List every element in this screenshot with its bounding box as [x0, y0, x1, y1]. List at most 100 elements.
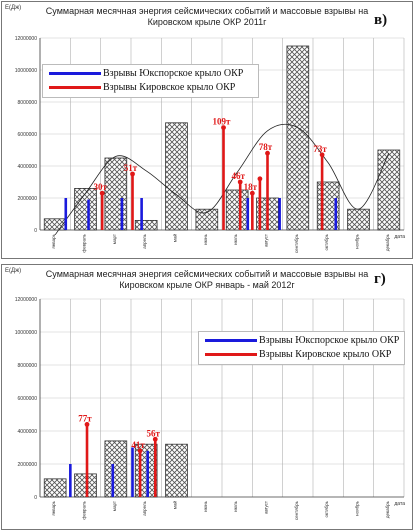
bar-февраль [74, 473, 97, 498]
blast-kirov-label: 51т [124, 163, 138, 173]
blast-kirov-point [319, 152, 325, 158]
x-tick-label: июль [233, 500, 238, 511]
blast-kirov-point [249, 190, 255, 196]
legend-swatch-blue [205, 339, 257, 343]
panel-letter: г) [374, 271, 386, 287]
blast-kirov-label: 78т [259, 142, 273, 152]
y-tick-label: 4000000 [18, 164, 38, 170]
bar-июль [225, 189, 249, 231]
bar-декабрь [377, 149, 401, 231]
legend-item-kirov: Взрывы Кировское крыло ОКР [49, 82, 235, 94]
legend-label: Взрывы Кировское крыло ОКР [259, 349, 392, 361]
blast-kirov-point [130, 171, 135, 177]
blast-kirov-label: 41т [131, 440, 145, 450]
chart-panel-2012: Е(Дж) Суммарная месячная энергия сейсмич… [1, 264, 413, 530]
x-tick-label: ноябрь [355, 500, 360, 516]
y-tick-label: 6000000 [18, 132, 38, 138]
bar-май [165, 122, 188, 231]
y-tick-label: 12000000 [15, 36, 37, 42]
x-axis-unit: дата [394, 501, 405, 507]
x-tick-label: июль [233, 233, 238, 244]
x-tick-label: апрель [142, 233, 147, 248]
x-tick-label: март [112, 501, 117, 511]
x-tick-label: июнь [203, 500, 208, 511]
bar-февраль [74, 187, 97, 231]
blast-kirov-point [265, 150, 270, 156]
bar-ноябрь [347, 208, 370, 231]
chart-title: Суммарная месячная энергия сейсмических … [42, 269, 372, 291]
x-tick-label: декабрь [385, 500, 390, 518]
bar-май [165, 443, 188, 498]
x-tick-label: октябрь [324, 233, 329, 250]
y-tick-label: 10000000 [15, 68, 37, 74]
y-tick-label: 4000000 [18, 429, 38, 435]
x-tick-label: июнь [203, 233, 208, 244]
y-tick-label: 2000000 [18, 196, 38, 202]
blast-kirov-label: 18т [244, 182, 258, 192]
x-tick-label: март [112, 234, 117, 244]
blast-kirov-point [221, 125, 226, 130]
x-tick-label: сентябрь [294, 233, 299, 253]
legend-label: Взрывы Юкспорское крыло ОКР [103, 68, 244, 80]
y-tick-label: 12000000 [15, 297, 37, 303]
blast-kirov-label: 73т [313, 144, 327, 154]
x-tick-label: февраль [82, 233, 87, 252]
y-tick-label: 0 [34, 495, 37, 501]
blast-kirov-point [257, 176, 263, 182]
y-tick-label: 6000000 [18, 396, 38, 402]
x-tick-label: январь [51, 233, 56, 248]
legend-swatch-blue [49, 72, 101, 76]
blast-kirov-label: 109т [213, 117, 232, 127]
bar-март [104, 440, 128, 498]
blast-kirov-label: 77т [78, 413, 92, 423]
x-tick-label: февраль [82, 500, 87, 519]
x-tick-label: август [264, 501, 269, 514]
bar-сентябрь [286, 45, 310, 231]
blast-kirov-point [137, 448, 143, 454]
x-tick-label: январь [51, 500, 56, 515]
chart-title-line1: Суммарная месячная энергия сейсмических … [45, 6, 369, 16]
legend-swatch-red [49, 86, 101, 90]
chart-title-line2: Кировском крыле ОКР январь - май 2012г [119, 280, 295, 290]
chart-plot-2012: 0 2000000 4000000 6000000 8000000 10000000 120… [15, 297, 405, 520]
x-tick-label: ноябрь [355, 233, 360, 249]
legend-item-moscow: Взрывы Юкспорское крыло ОКР [49, 68, 243, 80]
x-tick-label: май [172, 501, 178, 510]
legend: Взрывы Юкспорское крыло ОКР Взрывы Киров… [42, 64, 259, 98]
x-tick-label: август [264, 234, 269, 247]
y-axis-label: Е(Дж) [5, 5, 22, 11]
legend-item-moscow: Взрывы Юкспорское крыло ОКР [205, 335, 399, 347]
blast-kirov-label: 46т [231, 171, 245, 181]
panel-letter: в) [374, 12, 388, 28]
blast-kirov-point [152, 436, 158, 442]
y-axis-label: Е(Дж) [5, 268, 22, 274]
x-tick-label: октябрь [324, 500, 329, 517]
blast-kirov-point [84, 422, 90, 427]
blast-kirov-point [237, 179, 243, 185]
blast-kirov-point [99, 190, 105, 196]
legend-label: Взрывы Кировское крыло ОКР [103, 82, 236, 94]
chart-title-line2: Кировском крыле ОКР 2011г [147, 17, 267, 27]
x-tick-label: декабрь [385, 233, 390, 251]
y-tick-label: 2000000 [18, 462, 38, 468]
y-tick-label: 8000000 [18, 100, 38, 106]
chart-title-line1: Суммарная месячная энергия сейсмических … [45, 269, 369, 279]
y-tick-label: 8000000 [18, 363, 38, 369]
chart-title: Суммарная месячная энергия сейсмических … [42, 6, 372, 28]
y-tick-label: 0 [34, 228, 37, 234]
chart-panel-2011: Е(Дж) Суммарная месячная энергия сейсмич… [1, 1, 413, 259]
legend-swatch-red [205, 353, 257, 357]
x-tick-label: май [172, 234, 178, 243]
x-axis-unit: дата [394, 234, 405, 240]
blast-kirov-label: 56т [147, 428, 161, 438]
bar-январь [43, 478, 67, 498]
legend-label: Взрывы Юкспорское крыло ОКР [259, 335, 400, 347]
x-tick-label: сентябрь [294, 500, 299, 520]
chart-plot-2011: 0 2000000 4000000 6000000 8000000 10000000 120… [15, 36, 405, 253]
legend: Взрывы Юкспорское крыло ОКР Взрывы Киров… [198, 331, 405, 365]
legend-item-kirov: Взрывы Кировское крыло ОКР [205, 349, 391, 361]
bar-июнь [195, 208, 219, 231]
bar-апрель [134, 219, 158, 231]
y-tick-label: 10000000 [15, 330, 37, 336]
